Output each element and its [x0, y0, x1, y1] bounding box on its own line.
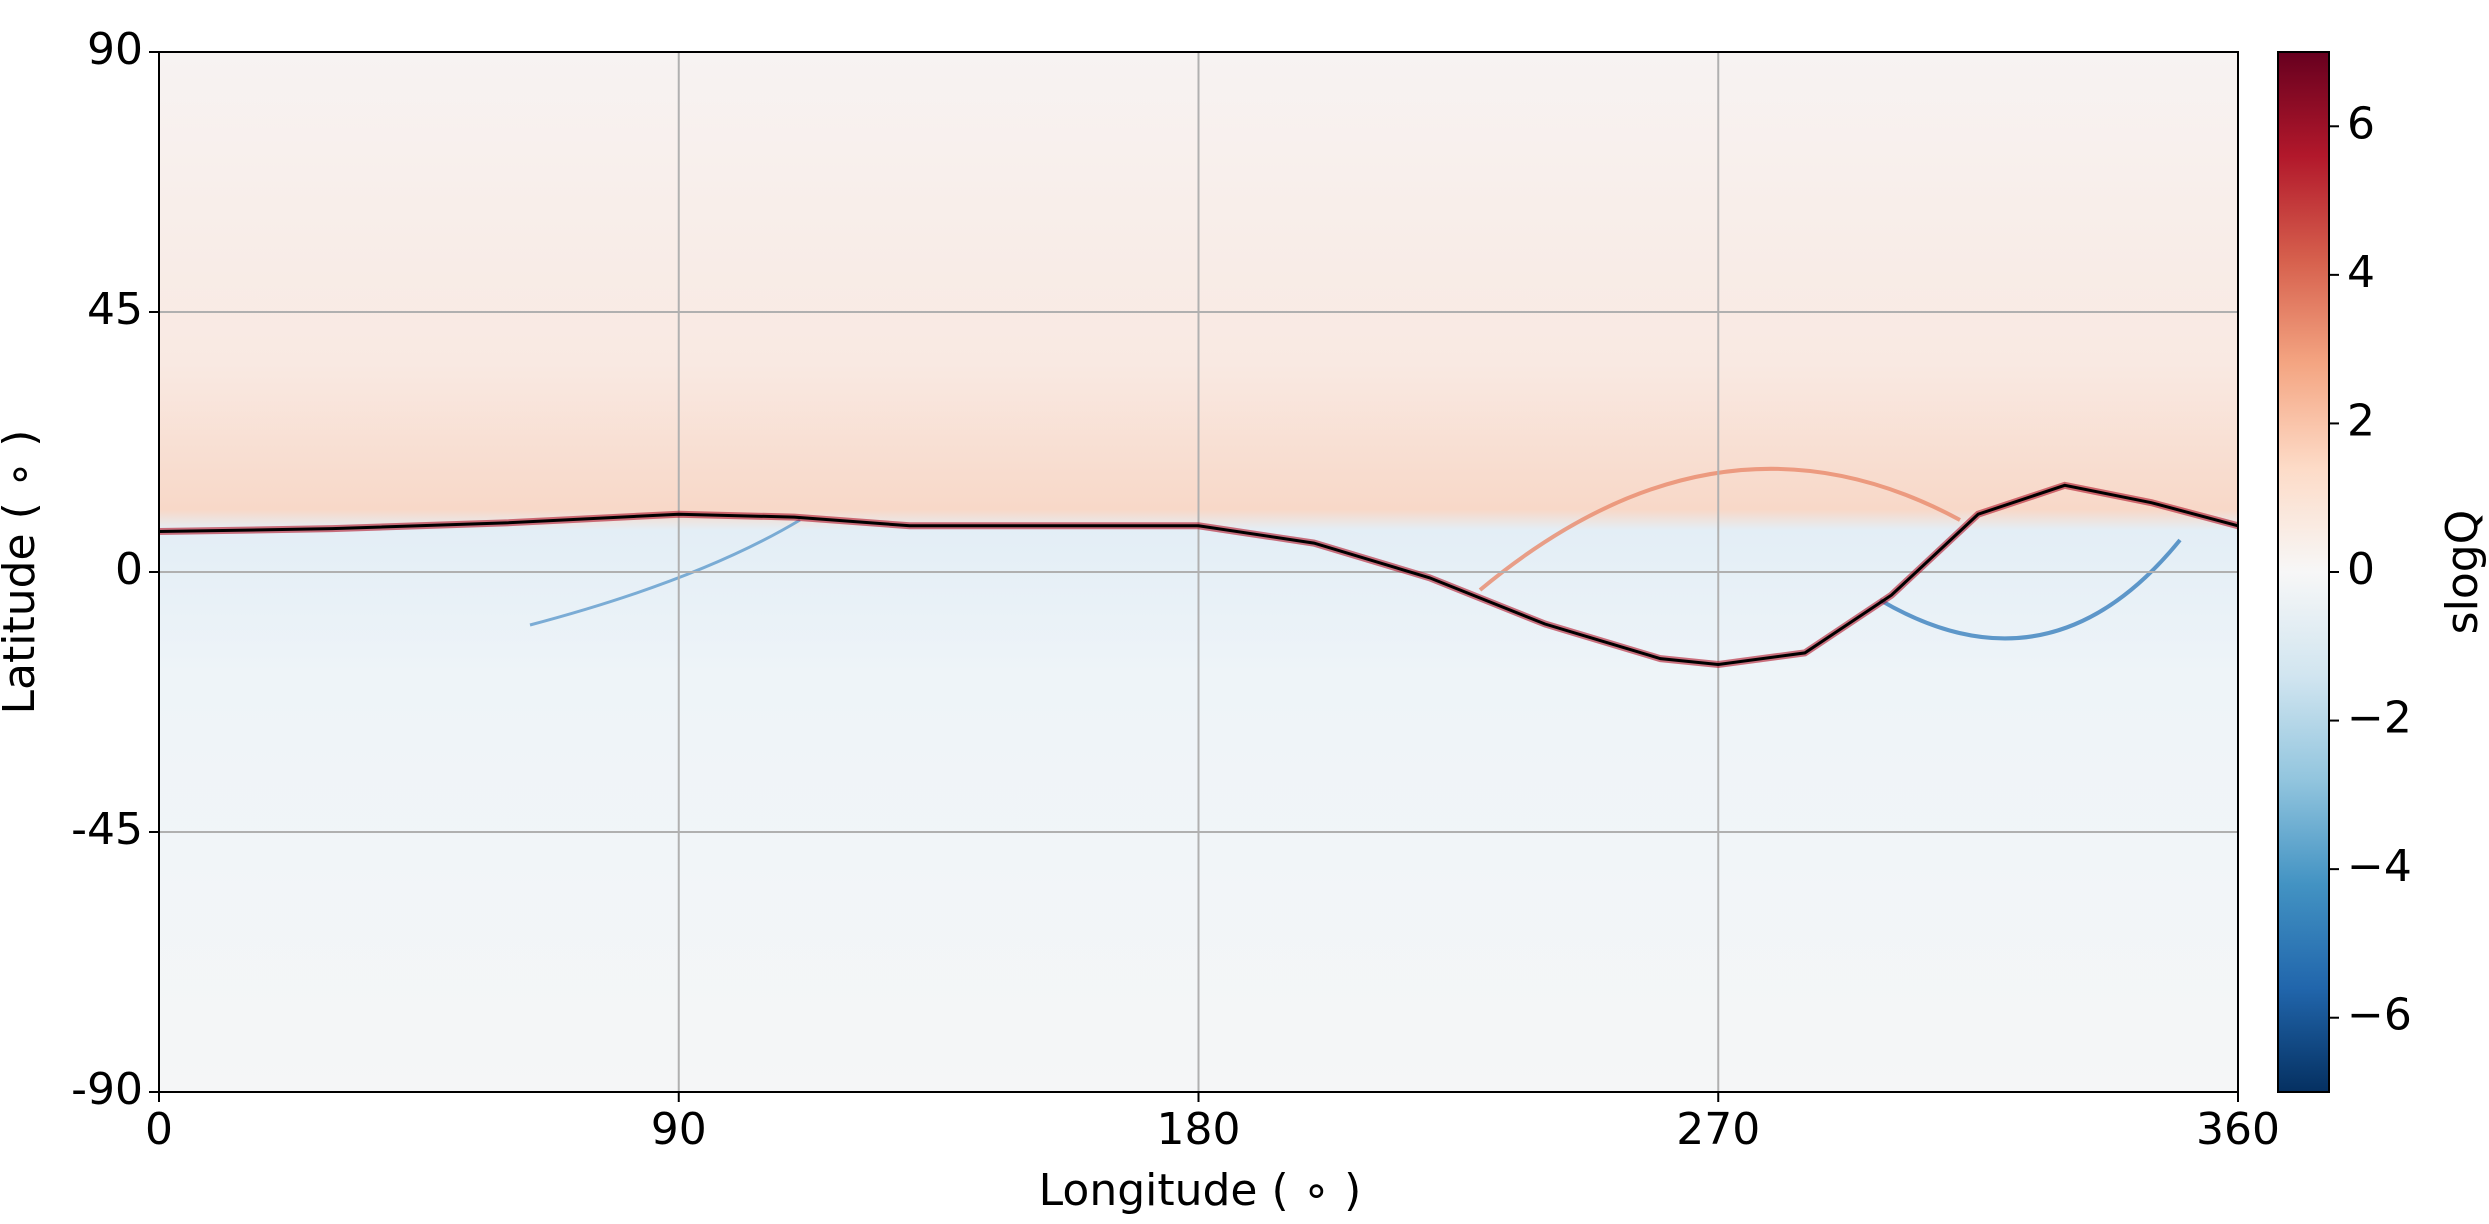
- y-tick-label: -45: [71, 804, 143, 855]
- y-tick-label: 90: [87, 24, 143, 75]
- colorbar-tick-label: 4: [2347, 247, 2375, 298]
- colorbar-label: slogQ: [2437, 510, 2488, 635]
- y-tick-label: 0: [115, 544, 143, 595]
- y-tick-label: 45: [87, 284, 143, 335]
- field-arc: [1878, 538, 2182, 641]
- x-tick-label: 90: [651, 1104, 707, 1155]
- field-arc: [1478, 466, 1961, 592]
- colorbar-tick-label: 2: [2347, 395, 2375, 446]
- colorbar-tick-label: −4: [2347, 841, 2412, 892]
- x-tick-label: 180: [1157, 1104, 1241, 1155]
- y-tick-label: -90: [71, 1064, 143, 1115]
- x-tick-label: 270: [1676, 1104, 1760, 1155]
- neutral-line: [158, 483, 2239, 666]
- colorbar-tick-label: −2: [2347, 693, 2412, 744]
- y-axis-label: Latitude ( ∘ ): [0, 430, 45, 715]
- x-tick-label: 360: [2196, 1104, 2280, 1155]
- x-tick-label: 0: [145, 1104, 173, 1155]
- colorbar-tick-label: 0: [2347, 544, 2375, 595]
- colorbar: [2277, 51, 2330, 1093]
- colorbar-tick-label: 6: [2347, 98, 2375, 149]
- field-arc: [529, 518, 801, 627]
- x-axis-label: Longitude ( ∘ ): [1039, 1165, 1362, 1216]
- colorbar-tick-label: −6: [2347, 990, 2412, 1041]
